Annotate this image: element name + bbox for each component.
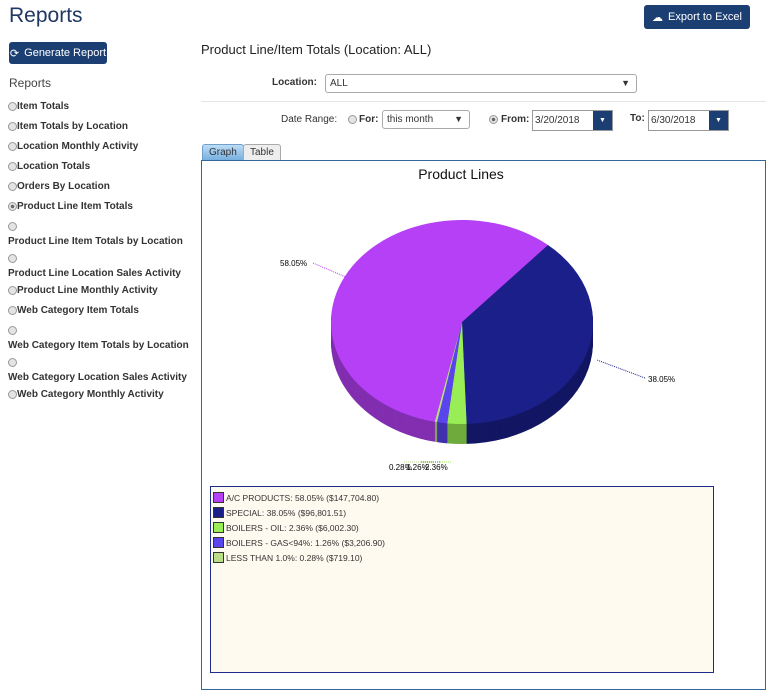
legend-text: SPECIAL: 38.05% ($96,801.51) (226, 507, 347, 518)
calendar-dropdown-icon[interactable]: ▼ (593, 111, 612, 130)
report-option-label: Product Line Location Sales Activity (8, 267, 181, 279)
report-option-label: Product Line Monthly Activity (17, 285, 158, 296)
report-option[interactable]: Product Line Item Totals (8, 200, 198, 220)
report-radio[interactable] (8, 390, 17, 399)
report-radio[interactable] (8, 306, 17, 315)
report-option-label: Location Totals (17, 161, 91, 172)
report-option[interactable]: Web Category Item Totals (8, 304, 198, 324)
report-option-label: Product Line Item Totals by Location (8, 235, 183, 247)
cloud-download-icon: ☁ (652, 11, 663, 24)
legend-item: BOILERS - GAS<94%: 1.26% ($3,206.90) (213, 535, 711, 550)
report-radio[interactable] (8, 162, 17, 171)
to-label: To: (630, 113, 645, 124)
pie-slice[interactable] (447, 322, 467, 425)
report-option[interactable]: Web Category Location Sales Activity (8, 356, 198, 388)
report-option[interactable]: Item Totals (8, 100, 198, 120)
tab-table[interactable]: Table (243, 144, 281, 160)
from-radio[interactable] (489, 115, 498, 124)
report-option-label: Web Category Item Totals by Location (8, 339, 189, 351)
legend-swatch (213, 507, 224, 518)
report-option-label: Web Category Location Sales Activity (8, 371, 187, 383)
dropdown-arrow-icon: ▼ (454, 114, 463, 124)
to-date-value: 6/30/2018 (651, 115, 696, 126)
legend-item: A/C PRODUCTS: 58.05% ($147,704.80) (213, 490, 711, 505)
to-date-input[interactable]: 6/30/2018 ▼ (648, 110, 729, 131)
pie-slice[interactable] (462, 245, 594, 424)
dropdown-arrow-icon: ▼ (621, 78, 630, 88)
report-option-label: Orders By Location (17, 181, 110, 192)
pie-data-label: 2.36% (425, 463, 448, 472)
report-radio[interactable] (8, 142, 17, 151)
report-radio[interactable] (8, 326, 17, 335)
from-date-value: 3/20/2018 (535, 115, 580, 126)
report-option-label: Item Totals (17, 101, 70, 112)
report-radio[interactable] (8, 286, 17, 295)
report-option[interactable]: Location Monthly Activity (8, 140, 198, 160)
report-option[interactable]: Web Category Item Totals by Location (8, 324, 198, 356)
pie-data-label: 1.26% (406, 463, 429, 472)
report-option[interactable]: Web Category Monthly Activity (8, 388, 198, 408)
chart-legend: A/C PRODUCTS: 58.05% ($147,704.80) SPECIA… (210, 486, 714, 673)
report-option-label: Web Category Monthly Activity (17, 389, 164, 400)
report-radio[interactable] (8, 182, 17, 191)
legend-swatch (213, 492, 224, 503)
for-value: this month (387, 114, 434, 125)
report-radio[interactable] (8, 358, 17, 367)
report-option-label: Location Monthly Activity (17, 141, 139, 152)
report-radio[interactable] (8, 254, 17, 263)
report-radio[interactable] (8, 202, 17, 211)
pie-label-leader (312, 262, 349, 279)
pie-slice[interactable] (330, 219, 548, 422)
location-select[interactable]: ALL ▼ (325, 74, 637, 93)
legend-text: LESS THAN 1.0%: 0.28% ($719.10) (226, 552, 363, 563)
reports-heading: Reports (9, 76, 52, 90)
report-option-label: Item Totals by Location (17, 121, 128, 132)
report-option[interactable]: Location Totals (8, 160, 198, 180)
legend-text: BOILERS - GAS<94%: 1.26% ($3,206.90) (226, 537, 385, 548)
legend-item: BOILERS - OIL: 2.36% ($6,002.30) (213, 520, 711, 535)
report-option[interactable]: Product Line Item Totals by Location (8, 220, 198, 252)
pie-label-leader (596, 359, 646, 379)
pie-slice[interactable] (436, 322, 462, 424)
report-option[interactable]: Orders By Location (8, 180, 198, 200)
report-heading: Product Line/Item Totals (Location: ALL) (201, 42, 432, 57)
report-radio[interactable] (8, 122, 17, 131)
chart-title: Product Lines (418, 166, 504, 182)
generate-report-button[interactable]: ⟳ Generate Report (9, 42, 107, 64)
divider (201, 101, 766, 102)
from-label: From: (501, 114, 530, 125)
legend-swatch (213, 522, 224, 533)
for-radio[interactable] (348, 115, 357, 124)
export-to-excel-button[interactable]: ☁ Export to Excel (644, 5, 750, 29)
calendar-dropdown-icon[interactable]: ▼ (709, 111, 728, 130)
location-value: ALL (330, 78, 348, 89)
legend-text: A/C PRODUCTS: 58.05% ($147,704.80) (226, 492, 380, 503)
pie-data-label: 58.05% (280, 259, 307, 268)
report-option[interactable]: Product Line Monthly Activity (8, 284, 198, 304)
report-option-label: Web Category Item Totals (17, 305, 139, 316)
report-radio[interactable] (8, 102, 17, 111)
page-title: Reports (9, 4, 83, 27)
legend-item: SPECIAL: 38.05% ($96,801.51) (213, 505, 711, 520)
location-label: Location: (272, 77, 317, 88)
report-option[interactable]: Item Totals by Location (8, 120, 198, 140)
pie-data-label: 0.28% (389, 463, 412, 472)
report-list: Item Totals Item Totals by Location Locati… (8, 100, 198, 408)
legend-swatch (213, 552, 224, 563)
report-radio[interactable] (8, 222, 17, 231)
report-option[interactable]: Product Line Location Sales Activity (8, 252, 198, 284)
for-select[interactable]: this month ▼ (382, 110, 470, 129)
for-label: For: (359, 114, 379, 125)
legend-swatch (213, 537, 224, 548)
pie-data-label: 38.05% (648, 375, 675, 384)
date-range-label: Date Range: (281, 114, 338, 125)
legend-item: LESS THAN 1.0%: 0.28% ($719.10) (213, 550, 711, 565)
refresh-icon: ⟳ (9, 47, 20, 60)
legend-text: BOILERS - OIL: 2.36% ($6,002.30) (226, 522, 359, 533)
pie-slice[interactable] (434, 322, 462, 423)
from-date-input[interactable]: 3/20/2018 ▼ (532, 110, 613, 131)
report-option-label: Product Line Item Totals (17, 201, 133, 212)
